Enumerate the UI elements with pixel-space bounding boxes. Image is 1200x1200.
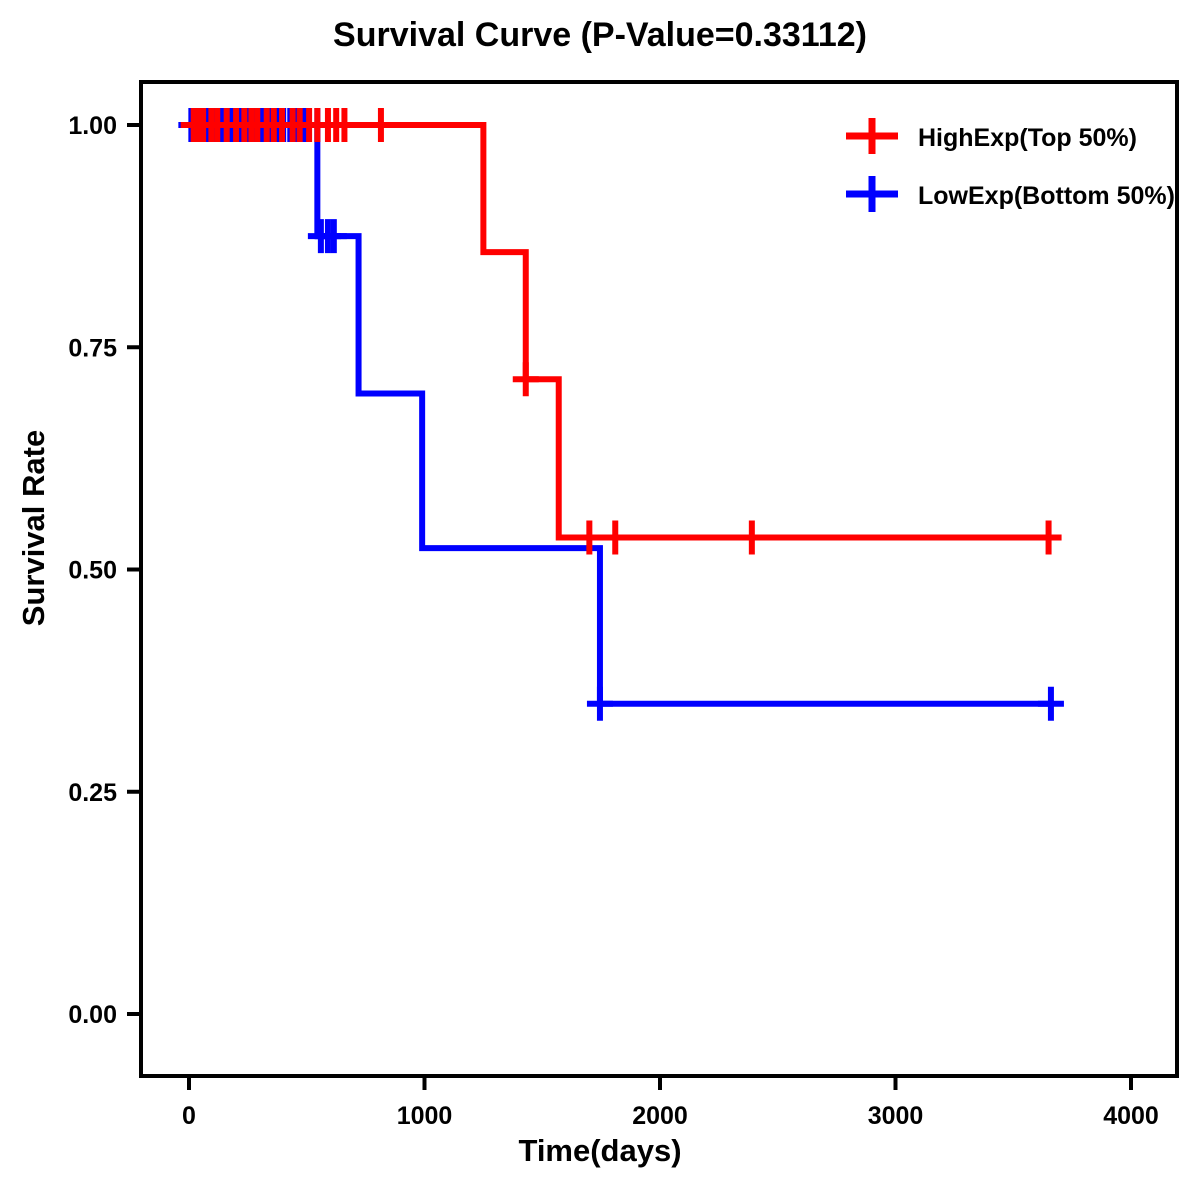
- x-tick-label: 0: [182, 1102, 196, 1130]
- x-tick-label: 1000: [397, 1102, 453, 1130]
- censor-tick-marker: [367, 108, 394, 142]
- x-axis-title: Time(days): [518, 1133, 682, 1168]
- legend-label: LowExp(Bottom 50%): [918, 182, 1175, 210]
- chart-legend[interactable]: HighExp(Top 50%) LowExp(Bottom 50%): [846, 118, 1175, 212]
- y-axis-ticks: 0.00 0.25 0.50 0.75 1.00: [68, 112, 141, 1029]
- y-tick-label: 0.75: [68, 334, 117, 362]
- legend-entry[interactable]: HighExp(Top 50%): [846, 118, 1137, 154]
- plot-frame: [139, 80, 1179, 1078]
- series-high-exp: [180, 108, 1062, 555]
- censor-tick-marker: [320, 219, 347, 254]
- censor-tick-marker: [576, 520, 603, 555]
- censor-tick-marker: [602, 520, 629, 555]
- censor-tick-marker: [738, 520, 765, 555]
- y-tick-label: 0.00: [68, 1001, 117, 1029]
- censor-tick-marker: [512, 362, 539, 397]
- censor-tick-marker: [331, 108, 358, 142]
- censor-tick-marker: [1037, 686, 1064, 721]
- legend-label: HighExp(Top 50%): [918, 124, 1137, 152]
- x-tick-label: 3000: [868, 1102, 924, 1130]
- x-tick-label: 4000: [1103, 1102, 1159, 1130]
- plus-marker-icon: [846, 118, 898, 154]
- y-tick-label: 0.50: [68, 557, 117, 585]
- x-tick-label: 2000: [632, 1102, 688, 1130]
- y-tick-label: 0.25: [68, 779, 117, 807]
- x-axis-ticks: 0 1000 2000 3000 4000: [182, 1076, 1159, 1130]
- plus-marker-icon: [846, 176, 898, 212]
- y-tick-label: 1.00: [68, 112, 117, 140]
- survival-step-line: [189, 122, 1051, 707]
- series-layer: [178, 108, 1064, 721]
- survival-step-line: [189, 122, 1049, 541]
- censor-tick-marker: [1035, 520, 1062, 555]
- legend-entry[interactable]: LowExp(Bottom 50%): [846, 176, 1175, 212]
- page-title: Survival Curve (P-Value=0.33112): [333, 16, 867, 54]
- censor-tick-marker: [586, 686, 613, 721]
